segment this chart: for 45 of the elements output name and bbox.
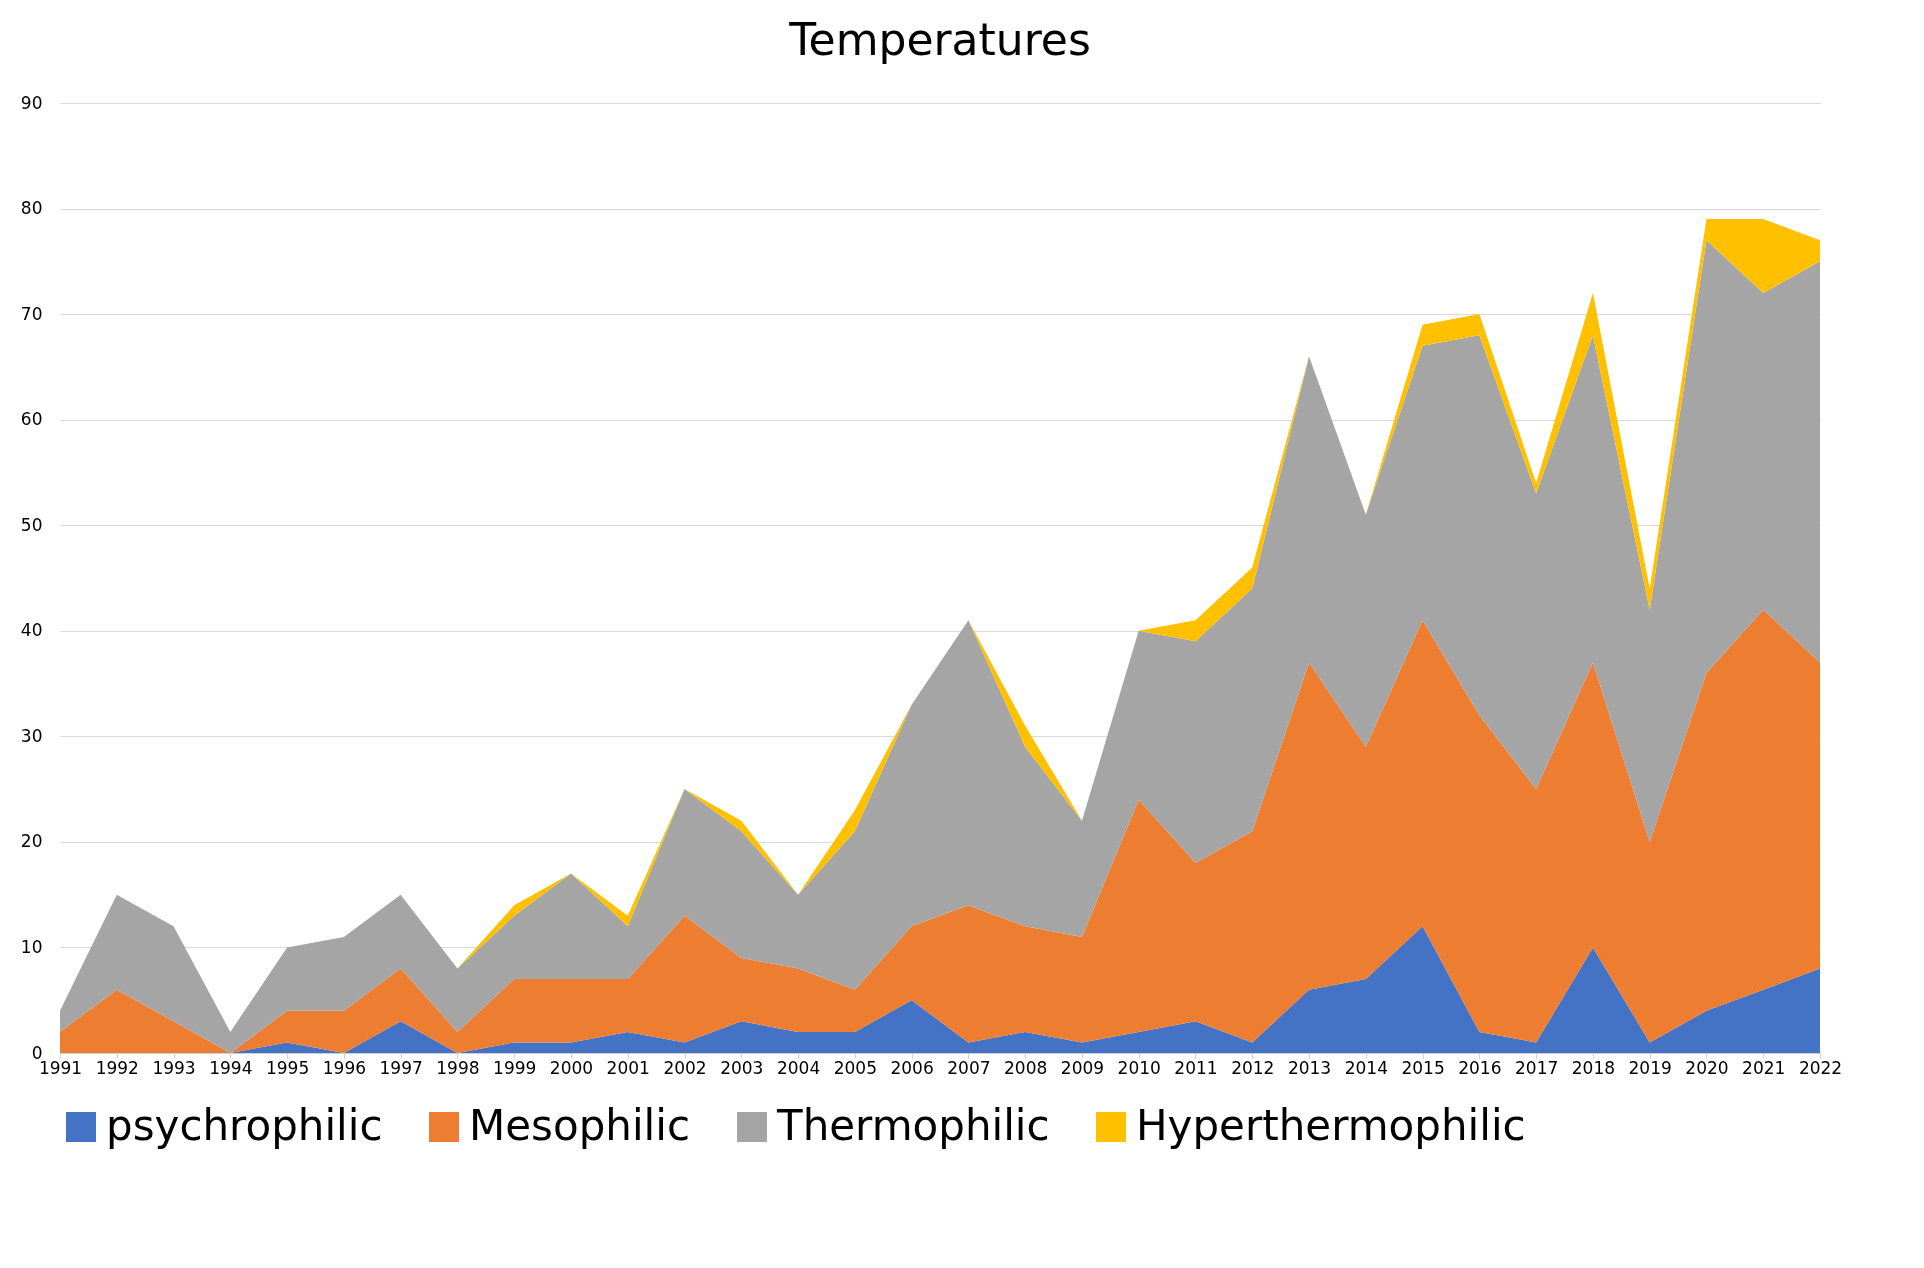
x-tick-label: 2008	[1004, 1057, 1048, 1078]
legend-label: Thermophilic	[776, 1101, 1050, 1150]
x-tick-label: 2000	[549, 1057, 594, 1078]
chart-title: Temperatures	[788, 14, 1091, 65]
x-tick-label: 2022	[1798, 1057, 1843, 1078]
legend-label: Hyperthermophilic	[1136, 1101, 1526, 1150]
x-tick-label: 2019	[1628, 1057, 1672, 1078]
x-tick-label: 2010	[1117, 1057, 1161, 1078]
x-tick-label: 2014	[1344, 1057, 1388, 1078]
y-tick-label: 60	[20, 409, 43, 430]
x-tick-label: 2009	[1060, 1057, 1105, 1078]
x-tick-label: 1996	[322, 1057, 366, 1078]
y-tick-label: 40	[20, 620, 43, 641]
x-tick-label: 2003	[720, 1057, 764, 1078]
x-tick-label: 2007	[947, 1057, 991, 1078]
x-tick-label: 2015	[1401, 1057, 1445, 1078]
x-tick-label: 2013	[1287, 1057, 1332, 1078]
x-tick-label: 1993	[152, 1057, 196, 1078]
y-tick-label: 10	[20, 936, 43, 957]
x-tick-label: 2011	[1174, 1057, 1218, 1078]
legend-label: psychrophilic	[106, 1101, 383, 1150]
x-tick-label: 2001	[606, 1057, 650, 1078]
y-tick-label: 50	[20, 514, 43, 535]
x-tick-label: 2005	[833, 1057, 877, 1078]
y-tick-label: 70	[20, 303, 43, 324]
y-tick-label: 80	[20, 198, 43, 219]
x-tick-label: 2016	[1458, 1057, 1502, 1078]
x-tick-label: 1992	[95, 1057, 139, 1078]
y-tick-label: 30	[20, 725, 43, 746]
x-tick-label: 2012	[1231, 1057, 1275, 1078]
x-tick-label: 2004	[776, 1057, 821, 1078]
x-tick-label: 2018	[1571, 1057, 1616, 1078]
x-tick-label: 1995	[265, 1057, 310, 1078]
x-tick-label: 1994	[209, 1057, 253, 1078]
x-tick-label: 2021	[1742, 1057, 1786, 1078]
x-tick-label: 1998	[436, 1057, 480, 1078]
y-tick-label: 90	[20, 92, 43, 113]
y-tick-label: 20	[20, 831, 43, 852]
x-tick-label: 2006	[890, 1057, 934, 1078]
x-tick-label: 1999	[493, 1057, 537, 1078]
x-tick-label: 1997	[379, 1057, 423, 1078]
x-tick-label: 2017	[1515, 1057, 1559, 1078]
x-tick-label: 2020	[1685, 1057, 1729, 1078]
x-tick-label: 2002	[663, 1057, 707, 1078]
legend-label: Mesophilic	[469, 1101, 691, 1150]
